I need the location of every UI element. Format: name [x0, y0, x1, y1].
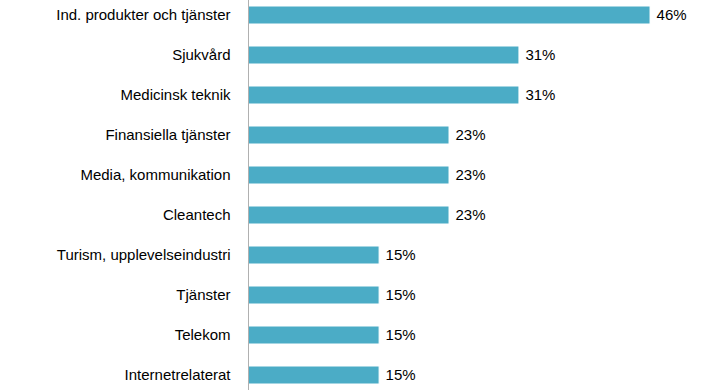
svg-text:Turism, upplevelseindustri: Turism, upplevelseindustri — [57, 246, 231, 263]
svg-text:Tjänster: Tjänster — [176, 286, 230, 303]
svg-text:31%: 31% — [525, 86, 555, 103]
svg-text:Ind. produkter och tjänster: Ind. produkter och tjänster — [56, 6, 230, 23]
svg-text:31%: 31% — [525, 46, 555, 63]
svg-text:15%: 15% — [386, 326, 416, 343]
svg-text:Medicinsk teknik: Medicinsk teknik — [120, 86, 231, 103]
svg-text:23%: 23% — [456, 126, 486, 143]
svg-text:15%: 15% — [386, 366, 416, 383]
svg-text:23%: 23% — [456, 166, 486, 183]
svg-text:15%: 15% — [386, 286, 416, 303]
svg-text:46%: 46% — [657, 6, 687, 23]
svg-text:Internetrelaterat: Internetrelaterat — [125, 366, 232, 383]
svg-text:23%: 23% — [456, 206, 486, 223]
svg-text:Telekom: Telekom — [175, 326, 231, 343]
svg-text:Cleantech: Cleantech — [163, 206, 231, 223]
svg-text:Sjukvård: Sjukvård — [172, 46, 230, 63]
svg-text:Media, kommunikation: Media, kommunikation — [80, 166, 230, 183]
svg-text:Finansiella tjänster: Finansiella tjänster — [105, 126, 230, 143]
svg-text:15%: 15% — [386, 246, 416, 263]
